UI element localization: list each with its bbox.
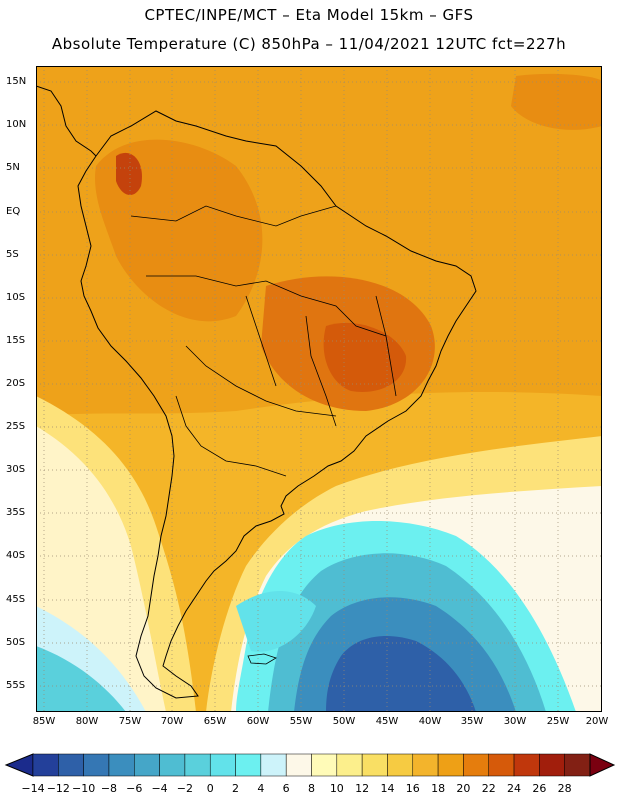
colorbar-swatch xyxy=(184,753,211,777)
south-america-coastline xyxy=(77,110,477,699)
colorbar-swatch xyxy=(361,753,388,777)
colorbar-label: 10 xyxy=(329,782,344,795)
colorbar-swatch xyxy=(159,753,186,777)
colorbar-swatch xyxy=(108,753,135,777)
lat-label: 25S xyxy=(6,421,26,432)
colorbar-swatch xyxy=(513,753,540,777)
lat-label: 5S xyxy=(6,249,19,260)
colorbar-swatch xyxy=(285,753,312,777)
lat-label: 15N xyxy=(6,76,27,87)
colorbar-swatch xyxy=(311,753,338,777)
colorbar-label: −6 xyxy=(126,782,143,795)
colorbar-swatch xyxy=(488,753,515,777)
colorbar-label: 6 xyxy=(282,782,290,795)
lat-label: 35S xyxy=(6,507,26,518)
lat-label: 20S xyxy=(6,378,26,389)
colorbar-swatch xyxy=(134,753,160,777)
colorbar-label: 22 xyxy=(481,782,496,795)
colorbar xyxy=(4,753,616,777)
colorbar-label: 24 xyxy=(507,782,522,795)
colorbar-under-arrow xyxy=(4,753,34,777)
colorbar-label: −14 xyxy=(21,782,45,795)
colorbar-label: −12 xyxy=(46,782,70,795)
temperature-map xyxy=(36,66,602,712)
colorbar-swatch xyxy=(260,753,287,777)
colorbar-label: 8 xyxy=(308,782,315,795)
colorbar-label: 16 xyxy=(405,782,420,795)
colorbar-swatch xyxy=(564,753,591,777)
colorbar-label: 20 xyxy=(456,782,471,795)
lat-label: 55S xyxy=(6,680,26,691)
colorbar-label: −2 xyxy=(176,782,194,795)
lon-label: 55W xyxy=(289,716,313,727)
lon-label: 40W xyxy=(418,716,442,727)
lat-label: 5N xyxy=(6,162,20,173)
colorbar-label: 26 xyxy=(532,782,547,795)
colorbar-swatch xyxy=(58,753,84,777)
colorbar-swatch xyxy=(83,753,110,777)
lon-label: 30W xyxy=(503,716,527,727)
lat-label: EQ xyxy=(6,206,21,217)
colorbar-swatch xyxy=(387,753,414,777)
colorbar-swatch xyxy=(463,753,489,777)
colorbar-label: 0 xyxy=(206,782,214,795)
colorbar-swatch xyxy=(437,753,464,777)
lon-label: 20W xyxy=(585,716,609,727)
title-line-1: CPTEC/INPE/MCT – Eta Model 15km – GFS xyxy=(144,6,474,24)
lon-label: 65W xyxy=(203,716,227,727)
lat-label: 10N xyxy=(6,119,27,130)
lon-label: 60W xyxy=(246,716,270,727)
lat-label: 15S xyxy=(6,335,26,346)
colorbar-swatch xyxy=(412,753,439,777)
colorbar-label: −8 xyxy=(100,782,118,795)
lon-label: 50W xyxy=(332,716,356,727)
lon-label: 80W xyxy=(75,716,99,727)
colorbar-swatch xyxy=(209,753,236,777)
lat-label: 10S xyxy=(6,292,26,303)
colorbar-over-arrow xyxy=(589,753,616,777)
colorbar-swatch xyxy=(539,753,565,777)
colorbar-label: 4 xyxy=(257,782,265,795)
lat-label: 50S xyxy=(6,637,26,648)
map-frame xyxy=(36,66,602,712)
colorbar-label: −10 xyxy=(72,782,96,795)
lon-label: 75W xyxy=(118,716,142,727)
colorbar-label: −4 xyxy=(151,782,168,795)
lon-label: 85W xyxy=(32,716,56,727)
lon-label: 45W xyxy=(375,716,399,727)
colorbar-swatch xyxy=(32,753,59,777)
colorbar-swatch xyxy=(336,753,363,777)
lon-label: 35W xyxy=(460,716,484,727)
colorbar-label: 14 xyxy=(380,782,395,795)
colorbar-label: 12 xyxy=(355,782,370,795)
colorbar-swatch xyxy=(235,753,262,777)
colorbar-label: 28 xyxy=(557,782,572,795)
lat-label: 30S xyxy=(6,464,26,475)
lon-label: 25W xyxy=(546,716,570,727)
colorbar-label: 18 xyxy=(431,782,446,795)
lat-label: 45S xyxy=(6,594,26,605)
title-line-2: Absolute Temperature (C) 850hPa – 11/04/… xyxy=(51,35,567,53)
colorbar-label: 2 xyxy=(232,782,240,795)
lat-label: 40S xyxy=(6,550,26,561)
lon-label: 70W xyxy=(160,716,184,727)
